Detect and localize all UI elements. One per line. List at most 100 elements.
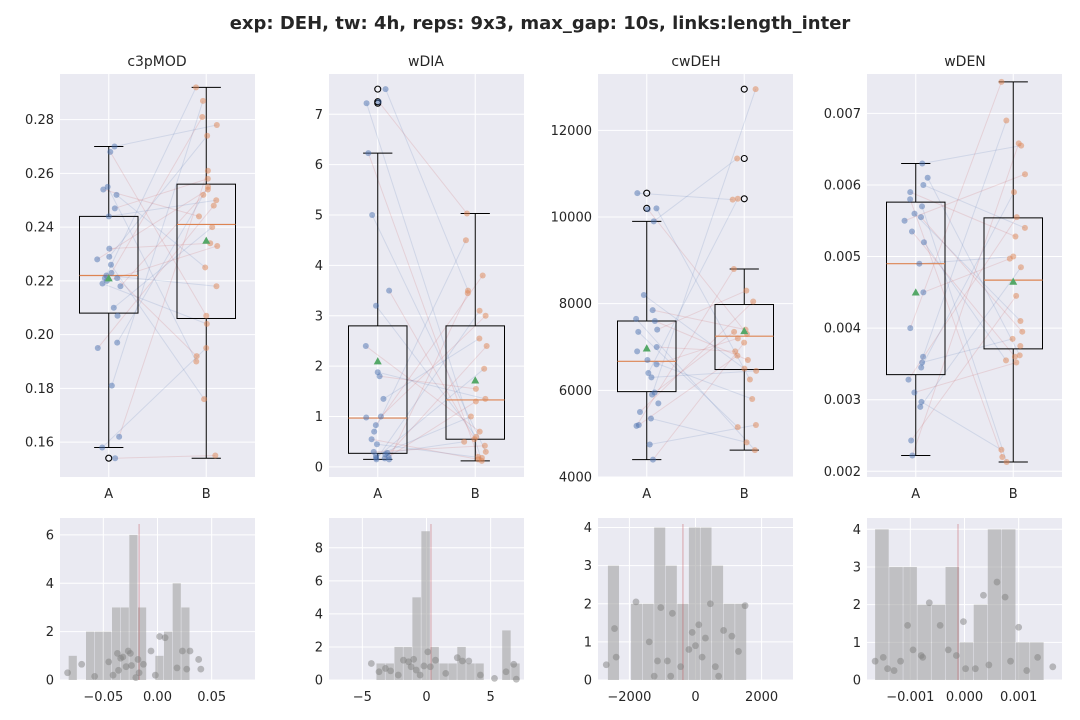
- data-point: [1010, 189, 1017, 196]
- data-point: [380, 395, 387, 402]
- data-point: [644, 206, 651, 213]
- y-tick-label: 0.002: [824, 465, 861, 480]
- diff-point: [1049, 663, 1057, 671]
- hist-panel-wdia: 0 2 4 6 8 −5 0 5: [315, 518, 524, 705]
- data-point: [752, 86, 759, 93]
- data-point: [1012, 233, 1019, 240]
- y-tick-label: 0.007: [824, 107, 861, 122]
- pair-line: [923, 258, 1010, 293]
- diff-point: [382, 665, 389, 672]
- diff-point: [993, 578, 1001, 586]
- pair-line: [376, 310, 480, 460]
- diff-point: [890, 667, 898, 674]
- hist-bar: [654, 527, 666, 680]
- data-point: [734, 195, 741, 202]
- diff-point: [127, 650, 134, 657]
- pair-line: [909, 81, 1002, 329]
- data-point: [1003, 117, 1010, 124]
- data-point: [645, 370, 652, 376]
- data-point: [644, 357, 651, 363]
- pair-line: [365, 345, 480, 433]
- pair-line: [656, 337, 738, 365]
- data-point: [478, 457, 485, 464]
- diff-point: [1015, 623, 1023, 631]
- diff-point: [78, 660, 86, 668]
- diff-point: [134, 656, 142, 663]
- data-point: [113, 191, 120, 198]
- hist-bar: [1030, 642, 1044, 680]
- diff-point: [611, 625, 618, 632]
- data-point: [633, 422, 640, 429]
- data-point: [199, 97, 206, 104]
- data-point: [463, 210, 470, 217]
- pair-line: [923, 241, 1007, 361]
- data-point: [646, 441, 653, 448]
- diff-point: [512, 675, 520, 683]
- hist-bar: [723, 603, 735, 680]
- diff-point: [119, 653, 127, 661]
- diff-point: [156, 633, 164, 640]
- x-tick-label: 0.001: [1000, 690, 1037, 705]
- y-tick-label: 8000: [559, 297, 592, 312]
- data-point: [110, 304, 117, 311]
- diff-point: [453, 654, 461, 662]
- x-tick-label: 0: [691, 690, 699, 705]
- diff-point: [424, 648, 432, 656]
- x-tick-label: A: [642, 487, 651, 502]
- pair-line: [920, 216, 1023, 333]
- hist-panel-wden: 0 1 2 3 4 −0.001 0.000 0.001: [853, 518, 1062, 705]
- data-point: [920, 289, 927, 296]
- data-point: [924, 174, 931, 181]
- x-tick-label: −5: [353, 690, 372, 705]
- hist-bar: [448, 663, 457, 680]
- y-tick-label: 2: [584, 597, 592, 612]
- mean-marker: [740, 326, 749, 335]
- diff-point: [132, 674, 140, 681]
- pair-line: [379, 375, 476, 390]
- data-point: [106, 253, 113, 260]
- y-tick-label: 4: [584, 521, 592, 536]
- data-point: [213, 122, 220, 129]
- data-point: [204, 132, 211, 139]
- diff-point: [179, 647, 186, 655]
- diff-point: [685, 646, 693, 653]
- pair-line: [388, 292, 469, 460]
- pair-line: [108, 199, 217, 217]
- pair-line: [910, 191, 1016, 237]
- panel-title: wDEN: [944, 54, 986, 70]
- x-tick-label: −0.05: [83, 690, 123, 705]
- x-tick-label: 0: [422, 690, 430, 705]
- pair-line: [102, 283, 208, 325]
- pair-line: [922, 120, 1007, 357]
- plot-area: [329, 74, 524, 477]
- data-point: [213, 197, 220, 204]
- data-point: [729, 196, 736, 203]
- pair-line: [116, 186, 209, 343]
- diff-point: [971, 665, 979, 673]
- diff-point: [612, 653, 620, 661]
- data-point: [653, 344, 660, 350]
- y-tick-label: 4: [315, 259, 323, 274]
- data-point: [382, 86, 389, 93]
- hist-bar: [665, 565, 677, 680]
- outlier-point: [105, 454, 113, 462]
- data-point: [472, 385, 479, 392]
- data-point: [920, 353, 927, 360]
- data-point: [204, 175, 211, 182]
- plot-area: [598, 74, 793, 477]
- hist-bar: [475, 663, 484, 680]
- diff-point: [904, 621, 912, 629]
- figure-title: exp: DEH, tw: 4h, reps: 9x3, max_gap: 10…: [230, 13, 851, 34]
- diff-point: [91, 672, 99, 680]
- pair-line: [921, 206, 1008, 463]
- diff-point: [711, 663, 719, 671]
- data-point: [461, 438, 468, 445]
- data-point: [479, 272, 486, 279]
- data-point: [116, 433, 123, 440]
- hist-bar: [688, 527, 700, 680]
- data-point: [214, 242, 221, 249]
- data-point: [916, 260, 923, 267]
- box-iqr: [886, 201, 946, 376]
- outlier-point: [740, 154, 748, 163]
